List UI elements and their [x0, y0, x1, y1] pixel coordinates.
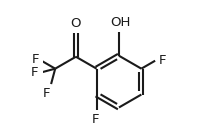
Text: OH: OH	[110, 16, 131, 29]
Text: F: F	[32, 53, 40, 66]
Text: F: F	[30, 66, 38, 79]
Text: F: F	[42, 87, 50, 100]
Text: F: F	[159, 54, 166, 67]
Text: F: F	[91, 113, 99, 126]
Text: O: O	[71, 17, 81, 30]
